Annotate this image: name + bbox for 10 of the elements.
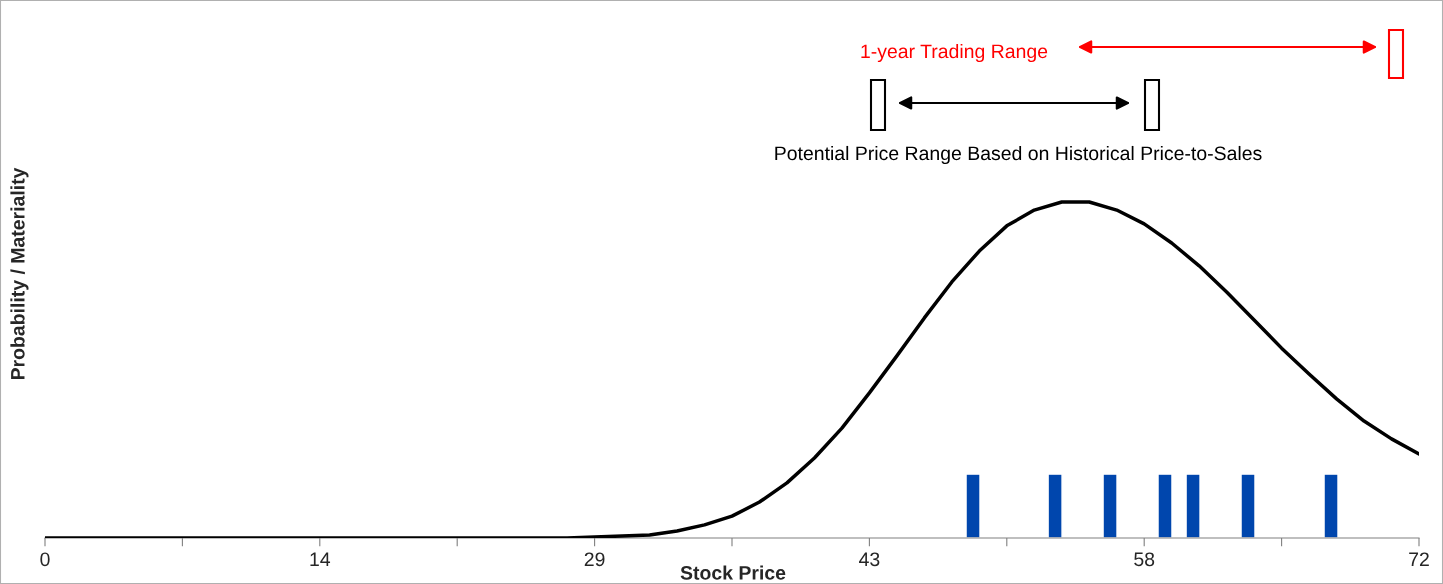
x-tick-label: 72 bbox=[1409, 552, 1429, 566]
x-axis-title: Stock Price bbox=[680, 565, 786, 580]
x-tick-label: 14 bbox=[310, 552, 331, 566]
text: Potential Price Range Based on Historical Price-to-Sales bbox=[775, 145, 1262, 165]
x-tick-label: 29 bbox=[584, 552, 605, 567]
text: 1-year Trading Range bbox=[861, 43, 1048, 63]
x-tick-label: 58 bbox=[1134, 552, 1155, 567]
x-tick-label: 43 bbox=[859, 552, 880, 567]
y-axis-title: Probability / Materiality bbox=[10, 167, 29, 380]
x-tick-label: 0 bbox=[40, 552, 50, 567]
